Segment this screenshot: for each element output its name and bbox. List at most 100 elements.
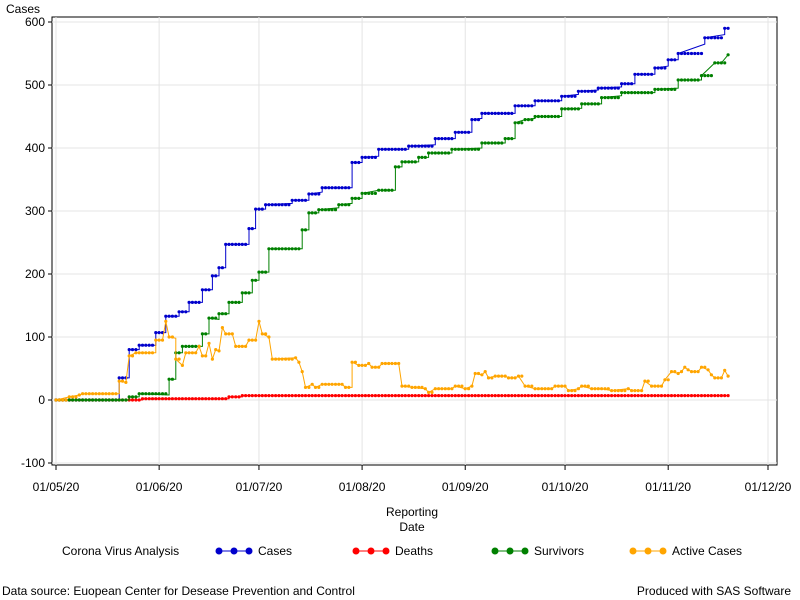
data-point-cases [417, 144, 421, 148]
data-point-deaths [300, 394, 304, 398]
data-point-cases [580, 89, 584, 93]
data-point-active-cases [520, 374, 524, 378]
data-point-cases [703, 36, 707, 40]
data-point-deaths [663, 394, 667, 398]
legend-label-deaths: Deaths [395, 544, 434, 558]
data-point-active-cases [433, 387, 437, 391]
data-point-cases [616, 86, 620, 90]
data-point-survivors [97, 398, 101, 402]
data-point-active-cases [363, 363, 367, 367]
data-point-cases [546, 99, 551, 103]
data-point-deaths [343, 394, 348, 398]
data-point-cases [294, 198, 298, 202]
data-point-deaths [696, 394, 700, 398]
data-point-deaths [347, 394, 351, 398]
data-point-active-cases [227, 332, 231, 336]
data-point-deaths [284, 394, 288, 398]
data-point-active-cases [473, 371, 477, 376]
data-point-survivors [553, 114, 557, 119]
data-point-cases [620, 82, 624, 86]
data-point-active-cases [287, 357, 291, 361]
data-point-deaths [370, 394, 374, 398]
data-point-survivors [626, 91, 630, 95]
data-point-deaths [287, 394, 291, 398]
data-point-deaths [513, 394, 517, 398]
data-point-survivors [643, 91, 647, 95]
data-point-cases [363, 155, 367, 159]
data-point-deaths [323, 394, 328, 398]
data-point-deaths [194, 397, 198, 401]
data-point-survivors [410, 160, 414, 164]
data-point-active-cases [184, 351, 188, 355]
data-point-survivors [343, 203, 348, 207]
data-point-active-cases [180, 363, 184, 367]
data-point-cases [553, 99, 557, 103]
data-point-deaths [144, 397, 148, 401]
data-point-survivors [367, 191, 371, 195]
data-point-survivors [111, 398, 115, 402]
data-point-survivors [280, 247, 284, 251]
data-point-cases [427, 144, 431, 148]
data-point-survivors [140, 392, 145, 396]
data-point-cases [636, 72, 640, 76]
data-point-survivors [610, 96, 614, 100]
data-point-survivors [630, 91, 634, 95]
data-point-cases [663, 66, 667, 70]
data-point-cases [277, 203, 281, 207]
data-point-active-cases [726, 374, 730, 378]
data-point-active-cases [653, 384, 657, 388]
data-point-active-cases [486, 376, 491, 380]
data-point-deaths [227, 395, 231, 399]
data-point-active-cases [510, 376, 514, 380]
data-point-active-cases [546, 387, 551, 391]
data-point-cases [463, 130, 467, 134]
data-point-active-cases [480, 373, 484, 377]
data-point-survivors [496, 141, 501, 145]
data-point-deaths [723, 394, 727, 398]
data-point-active-cases [220, 326, 224, 330]
data-point-active-cases [124, 380, 128, 384]
data-point-survivors [590, 102, 594, 106]
data-point-active-cases [170, 335, 174, 339]
data-point-deaths [357, 394, 361, 398]
data-point-cases [530, 104, 534, 108]
data-point-active-cases [613, 389, 617, 393]
data-point-survivors [267, 247, 271, 251]
data-point-cases [247, 227, 251, 231]
data-point-deaths [483, 394, 487, 398]
data-point-cases [190, 300, 194, 304]
data-point-active-cases [493, 374, 497, 378]
data-point-cases [327, 186, 331, 190]
data-point-active-cases [666, 378, 670, 382]
data-point-active-cases [240, 344, 244, 348]
data-point-active-cases [450, 387, 454, 391]
data-point-active-cases [380, 361, 384, 366]
data-point-active-cases [250, 338, 254, 342]
data-point-active-cases [500, 374, 504, 378]
data-point-cases [540, 99, 544, 103]
data-point-active-cases [387, 361, 391, 366]
data-point-cases [630, 82, 634, 86]
data-point-deaths [510, 394, 514, 398]
data-point-survivors [556, 114, 561, 119]
x-tick-label: 01/07/20 [236, 480, 283, 494]
data-point-survivors [264, 270, 268, 274]
data-point-deaths [407, 394, 411, 398]
data-point-survivors [383, 188, 387, 192]
data-point-deaths [620, 394, 624, 398]
data-point-deaths [713, 394, 717, 398]
data-point-survivors [124, 398, 128, 402]
data-point-deaths [200, 397, 204, 401]
data-point-deaths [260, 394, 264, 398]
data-point-active-cases [600, 387, 604, 391]
data-point-survivors [347, 203, 351, 207]
data-point-deaths [536, 394, 541, 398]
data-point-cases [330, 186, 334, 190]
data-point-deaths [333, 394, 338, 398]
data-point-active-cases [267, 335, 271, 339]
data-point-deaths [593, 394, 597, 398]
data-point-cases [476, 118, 481, 122]
data-point-cases [297, 198, 301, 202]
data-point-active-cases [317, 385, 321, 389]
data-point-survivors [127, 395, 131, 399]
